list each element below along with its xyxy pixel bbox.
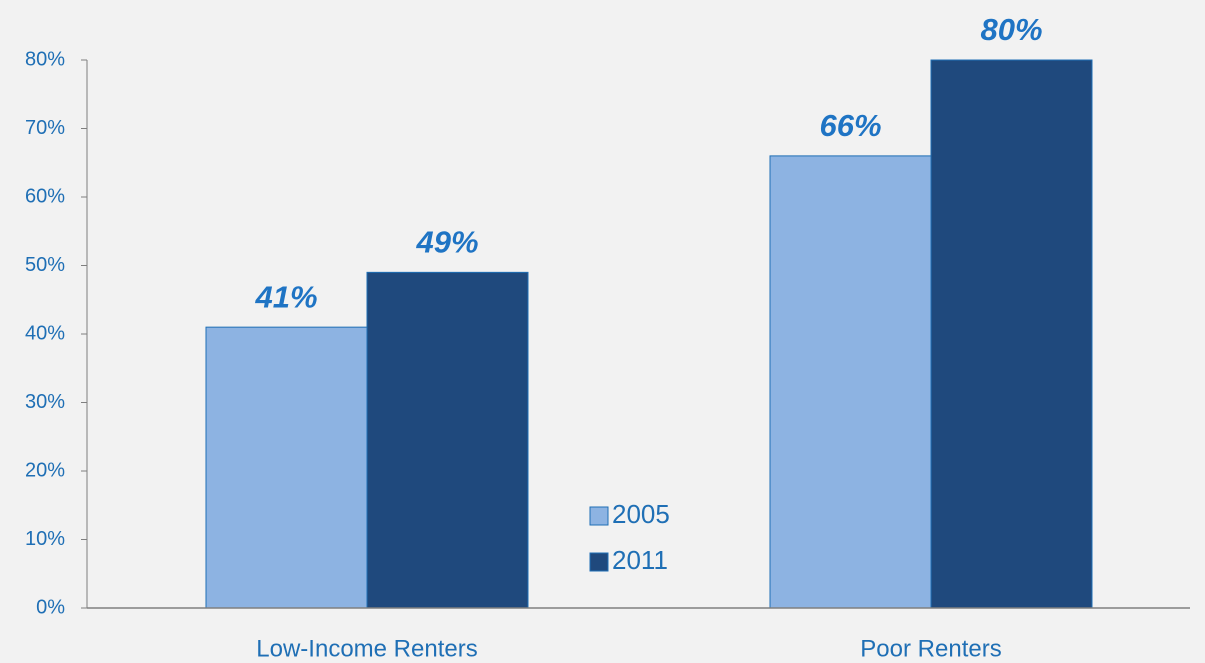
bar [366, 271, 529, 609]
value-label: 49% [415, 225, 478, 260]
legend-swatch [589, 552, 609, 572]
y-tick-label: 80% [25, 48, 65, 70]
y-tick-label: 0% [36, 596, 65, 618]
y-tick-label: 30% [25, 391, 65, 413]
x-tick-label: Poor Renters [860, 635, 1001, 662]
y-tick-label: 20% [25, 459, 65, 481]
y-tick-label: 70% [25, 117, 65, 139]
legend-swatch [589, 506, 609, 526]
legend-label: 2005 [612, 499, 670, 529]
bar [205, 326, 368, 609]
y-tick-label: 40% [25, 322, 65, 344]
value-label: 66% [819, 108, 881, 143]
y-tick-label: 60% [25, 185, 65, 207]
bar [930, 59, 1093, 609]
bar [769, 155, 932, 609]
value-label: 41% [254, 279, 317, 314]
value-label: 80% [980, 12, 1042, 47]
y-tick-label: 10% [25, 528, 65, 550]
x-tick-label: Low-Income Renters [256, 635, 477, 662]
y-tick-label: 50% [25, 254, 65, 276]
legend-label: 2011 [612, 545, 668, 575]
